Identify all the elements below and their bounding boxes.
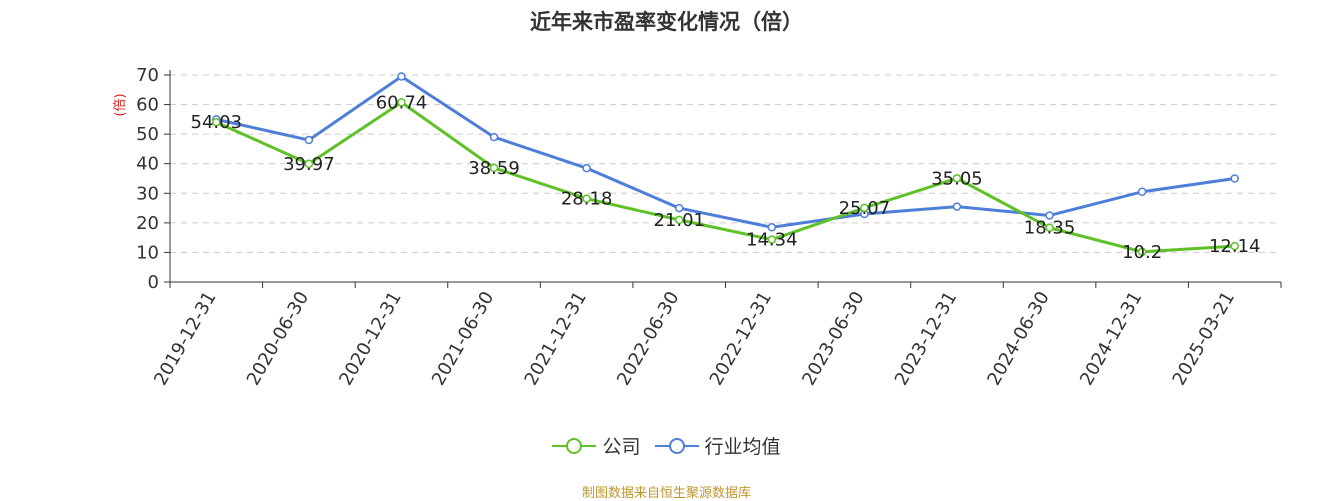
data-label-company: 28.18 [561,189,613,210]
series-line-company [215,100,1235,254]
chart-title: 近年来市盈率变化情况（倍） [530,10,803,34]
data-point-industry-average [397,72,406,81]
data-label-company: 60.74 [376,92,428,113]
x-tick-label: 2020-06-30 [243,288,313,389]
data-point-industry-average [674,203,684,213]
data-point-company [397,98,406,107]
data-label-company: 18.35 [1024,218,1076,239]
data-point-company [304,159,314,169]
data-point-company [952,174,962,183]
data-point-industry-average [582,163,591,173]
legend-item-company[interactable]: 公司 [552,432,641,459]
data-label-company: 12.14 [1209,236,1261,257]
x-tick-label: 2024-06-30 [983,288,1053,389]
x-tick-label: 2023-12-31 [891,288,961,389]
data-point-company [767,235,777,244]
data-point-company [489,163,499,173]
x-tick-label: 2023-06-30 [798,288,868,389]
data-label-company: 35.05 [931,168,983,189]
data-point-industry-average [489,132,499,142]
data-source-note: 制图数据来自恒生聚源数据库 [581,486,751,501]
y-tick-label: 40 [136,154,159,175]
data-label-company: 38.59 [468,158,520,179]
x-tick-label: 2020-12-31 [335,288,405,389]
legend: 公司 行业均值 [0,432,1333,459]
data-label-company: 54.03 [191,112,243,133]
data-point-industry-average [1137,187,1147,197]
legend-industry-average-label: 行业均值 [704,436,781,458]
data-point-industry-average [767,223,777,232]
y-tick-label: 70 [136,65,159,86]
data-point-industry-average [952,202,962,211]
x-tick-label: 2024-12-31 [1076,288,1146,389]
data-point-company [212,117,221,127]
data-point-industry-average [1045,211,1054,220]
data-point-company [1230,241,1239,251]
x-tick-label: 2025-03-21 [1169,288,1239,389]
x-tick-label: 2022-06-30 [613,288,683,389]
y-tick-label: 60 [136,95,159,116]
x-tick-label: 2021-12-31 [520,288,590,389]
data-label-company: 21.01 [653,210,705,231]
legend-item-industry-average[interactable]: 行业均值 [654,432,781,459]
legend-industry-average-icon [654,437,699,454]
y-tick-label: 0 [148,272,159,293]
data-point-industry-average [1230,174,1239,183]
data-label-company: 39.97 [283,154,335,175]
y-axis-label: (倍) [113,93,128,116]
x-tick-label: 2021-06-30 [428,288,498,389]
legend-company-label: 公司 [602,436,641,458]
x-tick-label: 2022-12-31 [706,288,776,389]
y-tick-label: 20 [136,213,159,234]
data-point-company [582,194,591,203]
x-tick-label: 2019-12-31 [150,288,220,389]
data-point-company [674,215,684,225]
data-point-company [1045,223,1054,232]
data-label-company: 14.34 [746,230,798,251]
y-tick-label: 50 [136,124,159,145]
legend-company-icon [552,437,597,454]
series-line-industry-average [215,74,1235,229]
line-chart: 0 10 20 30 40 50 60 70 (倍) 2019-12-31 2020-06-30 20… [113,65,1282,389]
data-point-company [860,203,869,213]
data-point-industry-average [304,135,314,145]
y-tick-label: 10 [136,242,159,263]
data-label-company: 25.07 [839,198,891,219]
data-label-company: 10.2 [1122,242,1162,263]
y-tick-label: 30 [136,183,159,204]
data-point-company [1137,247,1147,257]
